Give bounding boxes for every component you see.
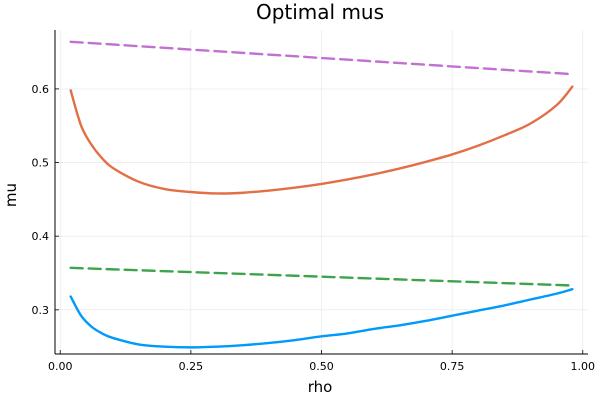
series-group [69, 40, 574, 349]
chart-title: Optimal mus [256, 0, 384, 24]
x-tick-label: 0.75 [440, 360, 465, 373]
series-line-4 [69, 40, 574, 76]
grid [55, 30, 588, 354]
y-axis-label: mu [2, 183, 20, 207]
series-line-1 [69, 288, 574, 349]
x-tick-label: 0.25 [179, 360, 204, 373]
x-axis-label: rho [308, 378, 333, 396]
y-tick-label: 0.4 [32, 230, 50, 243]
y-tick-label: 0.5 [32, 157, 50, 170]
series-line-3 [69, 266, 574, 287]
y-tick-label: 0.6 [32, 83, 50, 96]
y-tick-label: 0.3 [32, 304, 50, 317]
x-tick-label: 1.00 [571, 360, 596, 373]
x-tick-label: 0.00 [48, 360, 73, 373]
x-tick-label: 0.50 [309, 360, 334, 373]
ticks: 0.00 0.25 0.50 0.75 1.00 0.3 0.4 0.5 0.6 [32, 83, 596, 373]
series-line-2 [69, 85, 574, 195]
